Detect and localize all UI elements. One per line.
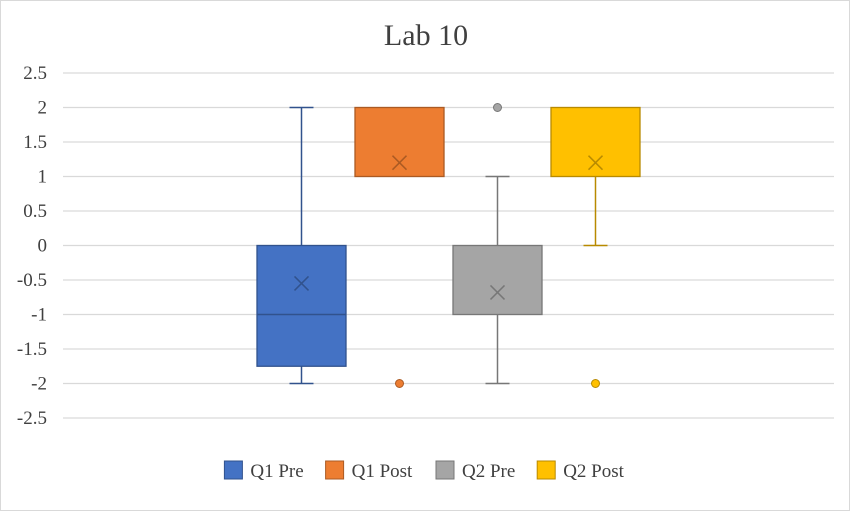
legend-swatch (536, 460, 556, 480)
outlier-point (591, 379, 600, 388)
legend-swatch (325, 460, 345, 480)
y-tick-label: -2.5 (17, 408, 47, 429)
y-tick-label: -1 (31, 305, 47, 326)
y-tick-label: 1.5 (23, 132, 47, 153)
mean-marker (293, 275, 310, 291)
box-q2-post (550, 106, 641, 388)
legend-label: Q1 Pre (250, 461, 303, 482)
box-q2-pre (452, 103, 543, 385)
outlier-point (493, 103, 502, 112)
legend-label: Q1 Post (352, 461, 413, 482)
legend: Q1 Pre Q1 Post Q2 Pre Q2 Post (223, 460, 625, 482)
legend-swatch (223, 460, 243, 480)
box-rect (256, 244, 347, 367)
mean-marker (391, 155, 408, 171)
legend-label: Q2 Post (563, 461, 624, 482)
y-tick-label: -0.5 (17, 270, 47, 291)
y-axis: 2.5 2 1.5 1 0.5 0 -0.5 -1 -1.5 -2 -2.5 (17, 63, 47, 429)
mean-marker (587, 155, 604, 171)
y-tick-label: 1 (38, 167, 48, 188)
legend-swatch (435, 460, 455, 480)
box-rect (452, 244, 543, 316)
y-tick-label: 0.5 (23, 201, 47, 222)
gridlines (63, 72, 834, 419)
box-rect (550, 106, 641, 178)
y-tick-label: -1.5 (17, 339, 47, 360)
legend-label: Q2 Pre (462, 461, 515, 482)
outlier-point (395, 379, 404, 388)
chart-title: Lab 10 (384, 19, 468, 52)
box-q1-pre (256, 106, 347, 385)
y-tick-label: 2.5 (23, 63, 47, 84)
y-tick-label: 2 (38, 98, 48, 119)
box-rect (354, 106, 445, 178)
box-plots (256, 103, 641, 388)
y-tick-label: 0 (38, 236, 48, 257)
y-tick-label: -2 (31, 374, 47, 395)
mean-marker (489, 284, 506, 300)
box-q1-post (354, 106, 445, 388)
